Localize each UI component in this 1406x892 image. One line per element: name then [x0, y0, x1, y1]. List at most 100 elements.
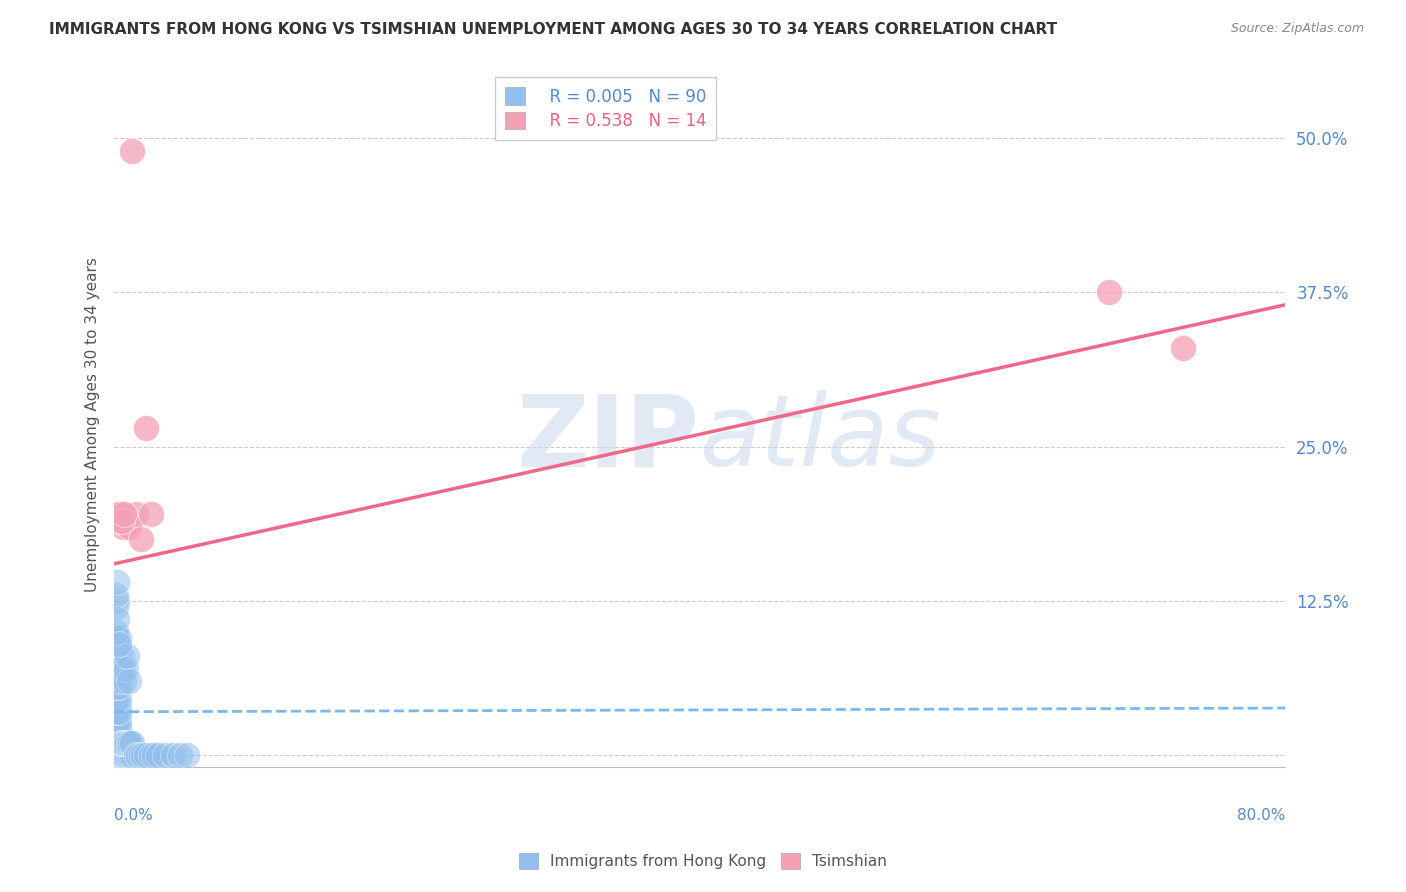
Point	[107, 736, 129, 750]
Point	[105, 594, 128, 608]
Point	[108, 736, 131, 750]
Point	[129, 532, 152, 546]
Point	[110, 747, 132, 762]
Point	[107, 692, 129, 706]
Text: 0.0%: 0.0%	[114, 808, 153, 823]
Text: IMMIGRANTS FROM HONG KONG VS TSIMSHIAN UNEMPLOYMENT AMONG AGES 30 TO 34 YEARS CO: IMMIGRANTS FROM HONG KONG VS TSIMSHIAN U…	[49, 22, 1057, 37]
Point	[107, 631, 129, 645]
Point	[117, 649, 139, 664]
Point	[107, 637, 129, 651]
Point	[155, 747, 177, 762]
Point	[135, 421, 157, 435]
Point	[105, 736, 128, 750]
Point	[108, 747, 131, 762]
Point	[120, 736, 142, 750]
Point	[105, 643, 128, 657]
Point	[121, 747, 143, 762]
Point	[114, 747, 136, 762]
Point	[104, 723, 127, 738]
Point	[105, 705, 128, 719]
Point	[118, 520, 141, 534]
Point	[127, 747, 149, 762]
Point	[105, 717, 128, 731]
Point	[114, 508, 136, 522]
Point	[107, 514, 129, 528]
Point	[104, 624, 127, 639]
Point	[104, 711, 127, 725]
Point	[129, 747, 152, 762]
Point	[104, 667, 127, 681]
Point	[107, 723, 129, 738]
Point	[107, 673, 129, 688]
Text: atlas: atlas	[700, 390, 941, 487]
Point	[117, 736, 139, 750]
Point	[104, 588, 127, 602]
Point	[105, 631, 128, 645]
Point	[107, 741, 129, 756]
Point	[107, 747, 129, 762]
Point	[169, 747, 191, 762]
Point	[118, 736, 141, 750]
Point	[125, 747, 148, 762]
Point	[111, 662, 134, 676]
Point	[105, 612, 128, 626]
Point	[104, 698, 127, 713]
Point	[104, 599, 127, 614]
Point	[107, 680, 129, 694]
Point	[121, 144, 143, 158]
Point	[139, 747, 162, 762]
Point	[142, 747, 165, 762]
Point	[104, 730, 127, 744]
Text: Source: ZipAtlas.com: Source: ZipAtlas.com	[1230, 22, 1364, 36]
Text: 80.0%: 80.0%	[1237, 808, 1285, 823]
Point	[107, 711, 129, 725]
Point	[107, 705, 129, 719]
Point	[111, 520, 134, 534]
Point	[105, 575, 128, 590]
Legend:   R = 0.005   N = 90,   R = 0.538   N = 14: R = 0.005 N = 90, R = 0.538 N = 14	[495, 78, 717, 140]
Point	[104, 747, 127, 762]
Point	[104, 717, 127, 731]
Point	[105, 747, 128, 762]
Point	[105, 508, 128, 522]
Point	[118, 747, 141, 762]
Point	[105, 656, 128, 670]
Point	[105, 730, 128, 744]
Point	[120, 747, 142, 762]
Point	[107, 730, 129, 744]
Point	[105, 692, 128, 706]
Point	[107, 643, 129, 657]
Point	[1171, 341, 1194, 355]
Point	[105, 698, 128, 713]
Text: ZIP: ZIP	[517, 390, 700, 487]
Legend: Immigrants from Hong Kong, Tsimshian: Immigrants from Hong Kong, Tsimshian	[513, 847, 893, 875]
Point	[105, 680, 128, 694]
Point	[115, 662, 138, 676]
Point	[139, 508, 162, 522]
Point	[132, 747, 155, 762]
Point	[104, 692, 127, 706]
Point	[107, 717, 129, 731]
Point	[104, 656, 127, 670]
Point	[176, 747, 198, 762]
Point	[108, 508, 131, 522]
Point	[104, 705, 127, 719]
Point	[104, 741, 127, 756]
Point	[111, 747, 134, 762]
Point	[110, 514, 132, 528]
Point	[107, 656, 129, 670]
Point	[104, 680, 127, 694]
Y-axis label: Unemployment Among Ages 30 to 34 years: Unemployment Among Ages 30 to 34 years	[86, 258, 100, 592]
Point	[146, 747, 169, 762]
Point	[115, 747, 138, 762]
Point	[121, 736, 143, 750]
Point	[105, 711, 128, 725]
Point	[104, 736, 127, 750]
Point	[104, 643, 127, 657]
Point	[105, 667, 128, 681]
Point	[117, 747, 139, 762]
Point	[118, 673, 141, 688]
Point	[107, 667, 129, 681]
Point	[1098, 285, 1121, 300]
Point	[107, 698, 129, 713]
